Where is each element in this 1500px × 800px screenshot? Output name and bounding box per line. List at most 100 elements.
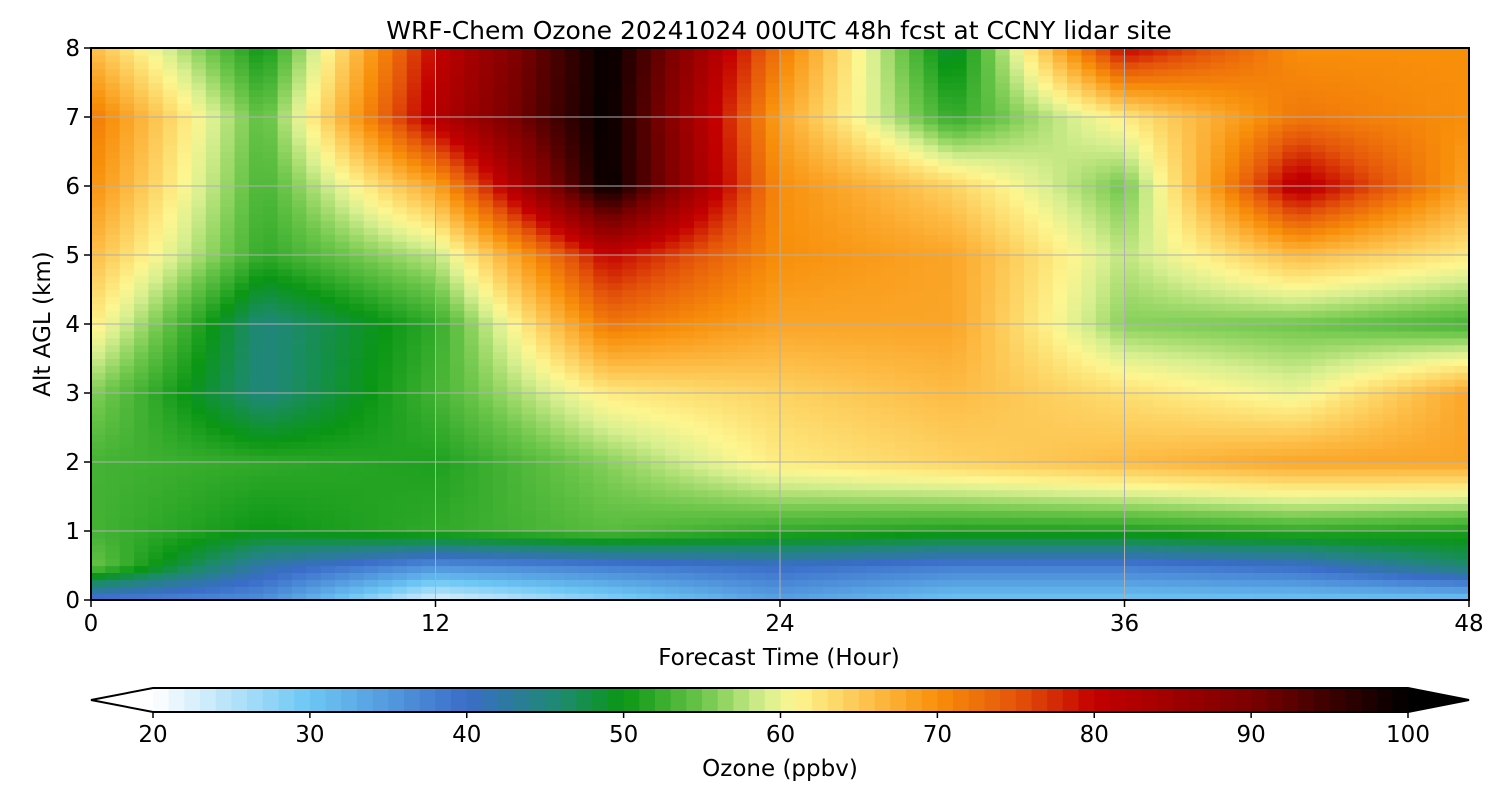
heatmap-cell bbox=[478, 427, 494, 435]
heatmap-cell bbox=[1067, 420, 1083, 429]
heatmap-cell bbox=[119, 344, 135, 353]
heatmap-cell bbox=[894, 441, 910, 449]
heatmap-cell bbox=[406, 503, 422, 511]
heatmap-cell bbox=[693, 593, 709, 600]
heatmap-cell bbox=[191, 282, 207, 291]
heatmap-cell bbox=[291, 317, 307, 325]
heatmap-cell bbox=[162, 496, 178, 504]
heatmap-cell bbox=[1454, 475, 1469, 484]
heatmap-cell bbox=[894, 406, 910, 415]
heatmap-cell bbox=[722, 441, 738, 449]
heatmap-cell bbox=[1397, 413, 1413, 422]
heatmap-cell bbox=[406, 510, 422, 518]
heatmap-cell bbox=[148, 441, 164, 449]
heatmap-cell bbox=[492, 255, 508, 263]
heatmap-cell bbox=[435, 531, 451, 539]
heatmap-cell bbox=[263, 420, 279, 429]
heatmap-cell bbox=[1296, 482, 1312, 491]
heatmap-cell bbox=[277, 261, 293, 270]
heatmap-cell bbox=[263, 517, 279, 525]
heatmap-cell bbox=[1239, 448, 1255, 456]
heatmap-cell bbox=[1181, 496, 1197, 504]
heatmap-cell bbox=[1425, 261, 1441, 270]
heatmap-cell bbox=[507, 261, 523, 270]
heatmap-cell bbox=[1095, 489, 1111, 498]
heatmap-cell bbox=[1110, 565, 1126, 573]
heatmap-cell bbox=[937, 517, 953, 525]
heatmap-cell bbox=[378, 572, 394, 580]
heatmap-cell bbox=[191, 468, 207, 477]
heatmap-cell bbox=[1311, 434, 1327, 442]
heatmap-cell bbox=[492, 420, 508, 429]
heatmap-cell bbox=[134, 496, 150, 504]
heatmap-cell bbox=[995, 324, 1011, 332]
heatmap-cell bbox=[866, 462, 882, 470]
heatmap-cell bbox=[1095, 330, 1111, 339]
heatmap-cell bbox=[909, 358, 925, 366]
heatmap-cell bbox=[421, 261, 437, 270]
heatmap-cell bbox=[492, 275, 508, 284]
heatmap-cell bbox=[435, 358, 451, 366]
heatmap-cell bbox=[751, 420, 767, 429]
heatmap-cell bbox=[837, 261, 853, 270]
heatmap-cell bbox=[837, 544, 853, 553]
heatmap-cell bbox=[1067, 282, 1083, 291]
heatmap-cell bbox=[579, 586, 594, 594]
heatmap-cell bbox=[995, 317, 1011, 325]
heatmap-cell bbox=[1110, 517, 1126, 525]
heatmap-cell bbox=[751, 572, 767, 580]
heatmap-cell bbox=[1325, 572, 1341, 580]
heatmap-cell bbox=[148, 475, 164, 484]
heatmap-cell bbox=[550, 372, 566, 380]
heatmap-cell bbox=[1124, 551, 1140, 560]
heatmap-cell bbox=[1311, 524, 1327, 532]
heatmap-cell bbox=[1052, 558, 1068, 567]
heatmap-cell bbox=[1339, 393, 1355, 401]
heatmap-cell bbox=[1311, 310, 1327, 318]
heatmap-cell bbox=[665, 255, 681, 263]
heatmap-cell bbox=[1110, 462, 1126, 470]
heatmap-cell bbox=[119, 310, 135, 318]
heatmap-cell bbox=[1081, 351, 1097, 360]
heatmap-cell bbox=[248, 351, 264, 360]
heatmap-cell bbox=[1196, 296, 1212, 304]
heatmap-cell bbox=[780, 379, 795, 387]
heatmap-cell bbox=[1095, 455, 1111, 463]
heatmap-cell bbox=[1411, 317, 1427, 325]
heatmap-cell bbox=[1038, 365, 1054, 373]
heatmap-cell bbox=[320, 531, 336, 539]
heatmap-cell bbox=[521, 448, 537, 456]
heatmap-cell bbox=[751, 351, 767, 360]
heatmap-cell bbox=[1411, 537, 1427, 546]
heatmap-cell bbox=[1239, 420, 1255, 429]
heatmap-cell bbox=[507, 317, 523, 325]
heatmap-cell bbox=[1368, 468, 1384, 477]
heatmap-cell bbox=[1311, 393, 1327, 401]
heatmap-cell bbox=[162, 420, 178, 429]
heatmap-cell bbox=[220, 558, 236, 567]
heatmap-cell bbox=[148, 434, 164, 442]
heatmap-cell bbox=[665, 572, 681, 580]
heatmap-cell bbox=[980, 537, 996, 546]
heatmap-cell bbox=[320, 268, 336, 277]
heatmap-cell bbox=[780, 420, 795, 429]
heatmap-cell bbox=[780, 544, 795, 553]
heatmap-cell bbox=[277, 455, 293, 463]
heatmap-cell bbox=[980, 255, 996, 263]
heatmap-cell bbox=[406, 358, 422, 366]
heatmap-cell bbox=[1038, 393, 1054, 401]
heatmap-cell bbox=[1282, 441, 1298, 449]
heatmap-cell bbox=[291, 324, 307, 332]
heatmap-cell bbox=[579, 503, 594, 511]
heatmap-cell bbox=[1368, 462, 1384, 470]
heatmap-cell bbox=[894, 344, 910, 353]
heatmap-cell bbox=[234, 379, 250, 387]
heatmap-cell bbox=[1038, 427, 1054, 435]
heatmap-cell bbox=[478, 386, 494, 394]
heatmap-cell bbox=[1253, 330, 1269, 339]
heatmap-cell bbox=[464, 524, 480, 532]
heatmap-cell bbox=[363, 275, 379, 284]
heatmap-cell bbox=[1124, 586, 1140, 594]
heatmap-cell bbox=[234, 503, 250, 511]
heatmap-cell bbox=[909, 406, 925, 415]
